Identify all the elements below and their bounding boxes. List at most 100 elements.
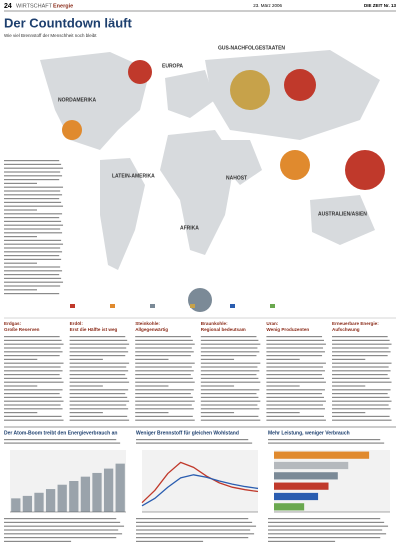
- legend-swatch: [70, 304, 75, 308]
- text-line: [69, 396, 128, 398]
- text-line: [4, 533, 123, 535]
- text-line: [4, 232, 63, 234]
- text-line: [200, 339, 259, 341]
- text-line: [200, 362, 261, 364]
- text-line: [4, 236, 37, 238]
- text-line: [4, 393, 60, 395]
- text-line: [266, 339, 324, 341]
- text-line: [4, 385, 38, 387]
- text-line: [200, 385, 235, 387]
- bar: [11, 498, 21, 512]
- text-line: [69, 355, 126, 357]
- text-line: [135, 336, 191, 338]
- text-line: [69, 374, 126, 376]
- text-line: [200, 347, 258, 349]
- text-line: [4, 239, 62, 241]
- bar: [274, 492, 319, 501]
- text-line: [268, 442, 385, 444]
- text-line: [4, 439, 117, 441]
- column-kicker: Braunkohle:: [201, 321, 228, 326]
- text-line: [266, 351, 325, 353]
- world-map: [40, 50, 380, 270]
- text-line: [136, 540, 204, 542]
- text-line: [268, 537, 381, 539]
- section: WIRTSCHAFT: [16, 3, 53, 9]
- text-line: [4, 247, 61, 249]
- text-line: [135, 370, 194, 372]
- text-line: [332, 404, 389, 406]
- text-line: [136, 442, 253, 444]
- column-kicker: Erdgas:: [4, 321, 22, 326]
- text-line: [200, 370, 260, 372]
- text-line: [136, 521, 253, 523]
- text-line: [4, 205, 64, 207]
- text-line: [135, 393, 191, 395]
- text-line: [4, 537, 117, 539]
- text-line: [332, 343, 392, 345]
- text-line: [266, 385, 300, 387]
- bar: [103, 468, 114, 512]
- text-line: [69, 377, 128, 379]
- text-line: [135, 374, 191, 376]
- middle-east: [215, 140, 262, 185]
- topic: Energie: [53, 3, 73, 9]
- text-line: [69, 358, 103, 360]
- text-line: [332, 336, 388, 338]
- text-line: [135, 347, 192, 349]
- page-number: 24: [4, 3, 12, 10]
- text-line: [135, 358, 169, 360]
- text-line: [135, 385, 169, 387]
- legend-swatch: [110, 304, 115, 308]
- text-line: [332, 393, 388, 395]
- text-line: [4, 255, 60, 257]
- text-line: [332, 358, 366, 360]
- text-line: [332, 370, 391, 372]
- text-line: [135, 339, 193, 341]
- column-heading: Regional bedeutsam: [201, 327, 246, 332]
- text-line: [69, 343, 130, 345]
- bar: [274, 472, 338, 480]
- text-line: [4, 377, 62, 379]
- text-line: [4, 540, 72, 542]
- europe: [165, 70, 215, 118]
- text-line: [4, 262, 37, 264]
- text-line: [266, 370, 325, 372]
- bar: [57, 484, 67, 512]
- text-line: [266, 366, 324, 368]
- pie: [280, 150, 310, 180]
- text-line: [200, 374, 257, 376]
- text-line: [135, 396, 193, 398]
- text-line: [266, 396, 324, 398]
- column-heading: Allgegenwärtig: [135, 327, 168, 332]
- text-line: [135, 415, 193, 417]
- text-line: [200, 351, 260, 353]
- bar: [274, 482, 329, 490]
- text-line: [332, 377, 390, 379]
- text-line: [4, 243, 64, 245]
- bar: [274, 461, 349, 470]
- text-line: [200, 404, 258, 406]
- text-line: [4, 358, 38, 360]
- text-line: [4, 281, 64, 283]
- legend-swatch: [230, 304, 235, 308]
- text-line: [4, 529, 119, 531]
- plot-area: [274, 450, 390, 512]
- text-line: [266, 408, 325, 410]
- text-line: [69, 393, 126, 395]
- pie: [284, 69, 316, 101]
- column-heading: Große Reserven: [4, 327, 40, 332]
- subtitle: Wie viel Brennstoff der Menschheit noch …: [4, 33, 97, 38]
- text-line: [200, 381, 261, 383]
- text-line: [69, 385, 103, 387]
- plot-area: [142, 450, 258, 512]
- text-line: [268, 521, 385, 523]
- text-line: [4, 213, 63, 215]
- text-line: [135, 343, 195, 345]
- pie: [345, 150, 385, 190]
- text-line: [136, 439, 249, 441]
- chart-title: Weniger Brennstoff für gleichen Wohlstan…: [136, 430, 239, 436]
- text-line: [4, 285, 61, 287]
- text-line: [4, 160, 60, 162]
- text-line: [4, 163, 62, 165]
- column-kicker: Erneuerbare Energie:: [332, 321, 379, 326]
